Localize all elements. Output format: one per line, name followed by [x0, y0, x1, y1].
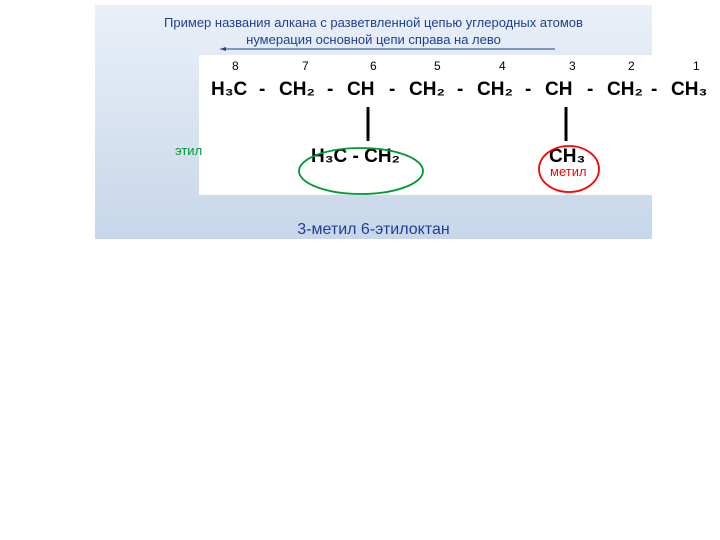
chain-bond-6: - — [651, 79, 657, 100]
methyl-label: метил — [550, 164, 587, 179]
compound-name: 3-метил 6-этилоктан — [95, 221, 652, 239]
chain-group-3: CH₂ — [409, 79, 445, 100]
structure-area: 87654321H₃CCH₂CHCH₂CH₂CHCH₂CH₃-------H₃C… — [199, 55, 720, 225]
chain-bond-2: - — [389, 79, 395, 100]
chain-group-5: CH — [545, 79, 572, 100]
chain-bond-1: - — [327, 79, 333, 100]
chain-bond-4: - — [525, 79, 531, 100]
carbon-number-7: 7 — [302, 59, 309, 73]
structural-formula: 87654321H₃CCH₂CHCH₂CH₂CHCH₂CH₃-------H₃C… — [199, 55, 720, 225]
carbon-number-1: 1 — [693, 59, 700, 73]
carbon-number-8: 8 — [232, 59, 239, 73]
chain-group-2: CH — [347, 79, 374, 100]
chain-bond-3: - — [457, 79, 463, 100]
ethyl-label: этил — [175, 143, 202, 158]
diagram-panel: Пример названия алкана с разветвленной ц… — [95, 5, 652, 239]
title-text: Пример названия алкана с разветвленной ц… — [95, 15, 652, 30]
chain-bond-5: - — [587, 79, 593, 100]
chain-group-6: CH₂ — [607, 79, 643, 100]
carbon-number-5: 5 — [434, 59, 441, 73]
carbon-number-2: 2 — [628, 59, 635, 73]
carbon-number-3: 3 — [569, 59, 576, 73]
chain-group-1: CH₂ — [279, 79, 315, 100]
carbon-number-6: 6 — [370, 59, 377, 73]
chain-group-0: H₃C — [211, 79, 248, 100]
chain-group-4: CH₂ — [477, 79, 513, 100]
chain-bond-0: - — [259, 79, 265, 100]
chain-group-7: CH₃ — [671, 79, 707, 100]
carbon-number-4: 4 — [499, 59, 506, 73]
